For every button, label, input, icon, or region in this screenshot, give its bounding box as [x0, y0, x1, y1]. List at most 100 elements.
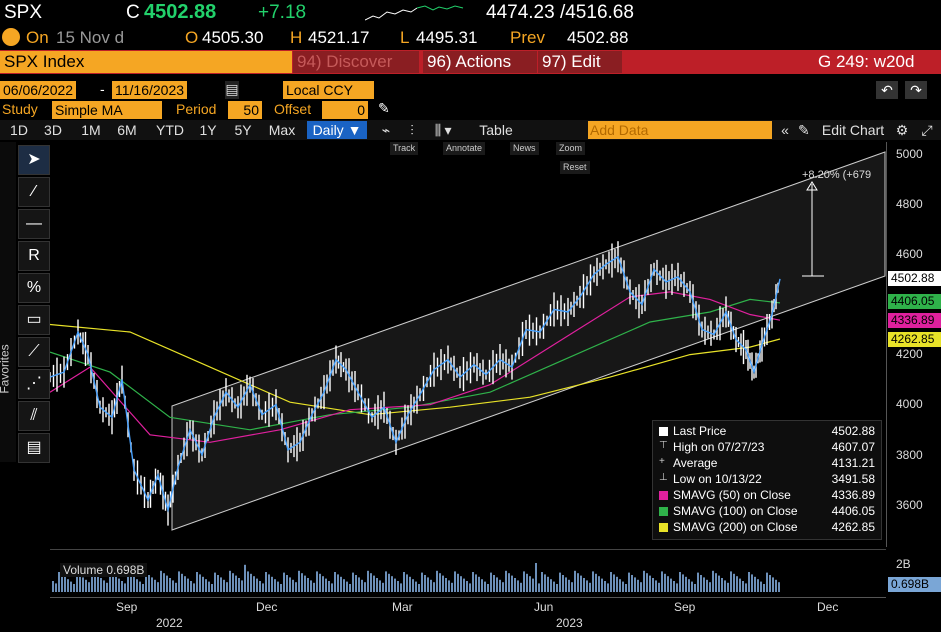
- rectangle-tool-icon[interactable]: ▭: [18, 305, 50, 335]
- line-chart-icon[interactable]: ⌁: [381, 122, 391, 138]
- volume-bar: [133, 576, 135, 592]
- volume-tick: 2B: [896, 557, 911, 571]
- zoom-button[interactable]: Zoom: [556, 142, 586, 155]
- study-label: Study: [2, 101, 38, 117]
- calendar-icon[interactable]: ▤: [225, 81, 239, 99]
- pane-divider[interactable]: [50, 549, 886, 550]
- settings-icon[interactable]: ⚙: [895, 122, 909, 138]
- period-3d[interactable]: 3D: [44, 122, 62, 138]
- volume-bar: [481, 579, 483, 592]
- discover-menu[interactable]: 94) Discover: [293, 51, 419, 73]
- volume-bar: [619, 579, 621, 592]
- bar-chart-icon[interactable]: ⫼: [434, 122, 442, 138]
- period-5y[interactable]: 5Y: [234, 122, 252, 138]
- volume-bar: [454, 571, 456, 592]
- x-axis-line: [50, 597, 886, 598]
- period-1y[interactable]: 1Y: [199, 122, 217, 138]
- period-ytd[interactable]: YTD: [156, 122, 184, 138]
- volume-bar: [421, 572, 423, 592]
- volume-bar: [250, 573, 252, 592]
- price-chart[interactable]: +8.20% (+679: [50, 142, 886, 547]
- volume-bar: [715, 573, 717, 592]
- volume-chart[interactable]: [50, 552, 886, 596]
- pointer-tool-icon[interactable]: ➤: [18, 145, 50, 175]
- volume-bar: [661, 571, 663, 592]
- volume-bar: [256, 578, 258, 592]
- frequency-label: Daily: [312, 122, 344, 138]
- volume-bar: [616, 576, 618, 592]
- volume-bar: [580, 575, 582, 592]
- pencil-icon[interactable]: ✎: [378, 100, 390, 116]
- volume-bar: [625, 584, 627, 592]
- chart-legend[interactable]: Last Price 4502.88 ⊤ High on 07/27/23 46…: [652, 420, 882, 540]
- legend-value: 3491.58: [831, 472, 875, 486]
- edit-chart-button[interactable]: Edit Chart: [821, 122, 885, 138]
- volume-bar: [550, 579, 552, 592]
- expand-icon[interactable]: ⤢: [921, 122, 933, 138]
- volume-bar: [130, 574, 132, 592]
- horizontal-line-tool-icon[interactable]: —: [18, 209, 50, 239]
- period-max[interactable]: Max: [268, 122, 296, 138]
- volume-bar: [352, 572, 354, 592]
- volume-bar: [646, 573, 648, 592]
- reset-button[interactable]: Reset: [560, 161, 590, 174]
- period-6m[interactable]: 6M: [117, 122, 137, 138]
- volume-bar: [94, 573, 96, 592]
- track-button[interactable]: Track: [390, 142, 419, 155]
- volume-bar: [115, 576, 117, 592]
- offset-input[interactable]: 0: [322, 101, 368, 119]
- chart-type-dropdown[interactable]: ▾: [444, 122, 452, 138]
- security-field[interactable]: SPX Index: [0, 51, 292, 73]
- add-data-input[interactable]: Add Data: [588, 121, 772, 139]
- table-button[interactable]: Table: [479, 122, 513, 138]
- news-button[interactable]: News: [510, 142, 539, 155]
- percent-tool-icon[interactable]: %: [18, 273, 50, 303]
- channel-tool-icon[interactable]: ⫽: [18, 401, 50, 431]
- volume-bar: [160, 570, 162, 592]
- currency-select[interactable]: Local CCY: [283, 81, 374, 99]
- edit-menu[interactable]: 97) Edit: [538, 51, 622, 73]
- volume-bar: [70, 581, 72, 592]
- volume-bar: [628, 572, 630, 592]
- volume-bar: [460, 576, 462, 592]
- start-date-input[interactable]: 06/06/2022: [0, 81, 77, 99]
- volume-bar: [469, 583, 471, 592]
- volume-bar: [325, 578, 327, 592]
- favorites-strip[interactable]: Favorites: [0, 142, 16, 462]
- redo-icon[interactable]: ↷: [905, 81, 927, 99]
- regression-tool-icon[interactable]: R: [18, 241, 50, 271]
- legend-value: 4262.85: [831, 520, 875, 534]
- trendline-tool-icon[interactable]: ⟋: [18, 337, 50, 367]
- multi-point-tool-icon[interactable]: ⋰: [18, 369, 50, 399]
- undo-icon[interactable]: ↶: [876, 81, 898, 99]
- frequency-select[interactable]: Daily ▼: [307, 121, 367, 139]
- collapse-icon[interactable]: «: [781, 122, 789, 138]
- volume-bar: [493, 575, 495, 592]
- period-input[interactable]: 50: [228, 101, 262, 119]
- on-label: On: [26, 28, 49, 47]
- study-bar: Study Simple MA Period 50 Offset 0 ✎: [0, 100, 941, 120]
- end-date-input[interactable]: 11/16/2023: [112, 81, 188, 99]
- volume-bar: [271, 576, 273, 592]
- period-1d[interactable]: 1D: [10, 122, 28, 138]
- legend-value: 4131.21: [831, 456, 875, 470]
- volume-bar: [220, 577, 222, 592]
- volume-bar: [154, 579, 156, 592]
- volume-bar: [157, 582, 159, 592]
- volume-bar: [685, 576, 687, 592]
- volume-bar: [58, 572, 60, 592]
- volume-bar: [475, 574, 477, 592]
- actions-menu[interactable]: 96) Actions: [423, 51, 537, 73]
- fibonacci-tool-icon[interactable]: ▤: [18, 433, 50, 463]
- study-select[interactable]: Simple MA: [52, 101, 162, 119]
- volume-bar: [253, 576, 255, 592]
- volume-bar: [298, 570, 300, 592]
- draw-line-tool-icon[interactable]: ∕: [18, 177, 50, 207]
- period-1m[interactable]: 1M: [81, 122, 101, 138]
- volume-bar: [262, 583, 264, 592]
- annotate-button[interactable]: Annotate: [443, 142, 486, 155]
- volume-bar: [370, 573, 372, 592]
- net-change: +7.18: [258, 2, 307, 23]
- average-marker-icon: +: [659, 456, 665, 467]
- candle-chart-icon[interactable]: ⫶: [410, 122, 414, 138]
